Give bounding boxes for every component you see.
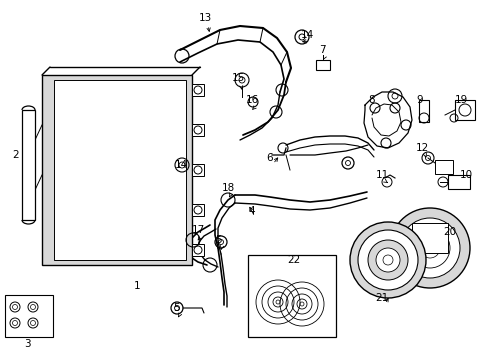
Text: 15: 15 — [231, 73, 244, 83]
Text: 10: 10 — [459, 170, 471, 180]
Text: 14: 14 — [174, 160, 187, 170]
Text: 9: 9 — [416, 95, 423, 105]
Text: 17: 17 — [191, 225, 204, 235]
Text: 4: 4 — [248, 206, 255, 216]
Bar — [192, 164, 203, 176]
Bar — [22, 110, 35, 220]
Bar — [247, 255, 335, 337]
Bar — [192, 124, 203, 136]
Text: 1: 1 — [133, 281, 140, 291]
Text: 21: 21 — [375, 293, 388, 303]
Bar — [192, 204, 203, 216]
Bar — [54, 80, 185, 260]
Circle shape — [389, 208, 469, 288]
Bar — [42, 75, 192, 265]
Text: 7: 7 — [318, 45, 325, 55]
Bar — [434, 160, 452, 174]
Circle shape — [367, 240, 407, 280]
Bar — [5, 295, 53, 337]
Bar — [454, 100, 474, 120]
Bar — [315, 60, 329, 70]
Text: 16: 16 — [245, 95, 258, 105]
Bar — [447, 175, 469, 189]
Text: 13: 13 — [198, 13, 211, 23]
Text: 6: 6 — [266, 153, 273, 163]
Text: 8: 8 — [368, 95, 375, 105]
Text: 11: 11 — [375, 170, 388, 180]
Text: 18: 18 — [221, 183, 234, 193]
Bar — [411, 223, 447, 253]
Bar — [418, 100, 428, 122]
Text: 2: 2 — [13, 150, 19, 160]
Text: 20: 20 — [443, 227, 456, 237]
Circle shape — [399, 218, 459, 278]
Text: 14: 14 — [300, 30, 313, 40]
Circle shape — [375, 248, 399, 272]
Text: 3: 3 — [23, 339, 30, 349]
Text: 5: 5 — [173, 303, 180, 313]
Bar — [192, 84, 203, 96]
Text: 22: 22 — [287, 255, 300, 265]
Text: 19: 19 — [453, 95, 467, 105]
Circle shape — [349, 222, 425, 298]
Text: 5: 5 — [215, 235, 222, 245]
Text: 12: 12 — [414, 143, 428, 153]
Circle shape — [357, 230, 417, 290]
Bar — [192, 244, 203, 256]
